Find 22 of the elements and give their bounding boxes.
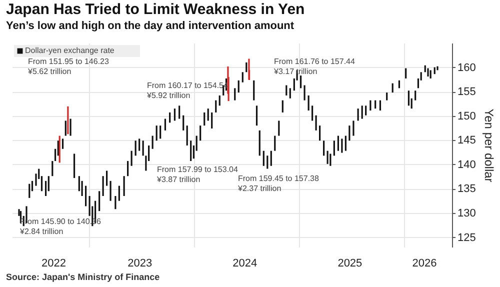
source-note: Source: Japan's Ministry of Finance [6, 272, 160, 282]
legend-label: Dollar-yen exchange rate [25, 46, 115, 55]
x-tick-label: 2023 [128, 258, 152, 270]
x-tick-label: 2026 [412, 258, 437, 270]
y-tick-label: 140 [458, 158, 476, 171]
x-tick-label: 2024 [232, 258, 258, 270]
x-tick-label: 2022 [42, 258, 66, 270]
y-tick-label: 145 [458, 134, 476, 147]
y-tick-label: 155 [458, 86, 476, 98]
chart-title: Japan Has Tried to Limit Weakness in Yen [6, 1, 305, 18]
y-tick-label: 135 [458, 183, 476, 196]
y-tick-label: 150 [458, 110, 476, 122]
y-axis-title: Yen per dollar [482, 108, 496, 182]
chart-subtitle: Yen’s low and high on the day and intervention amount [6, 20, 294, 32]
annotation: From 159.45 to 157.38 ¥2.37 trillion [237, 174, 320, 193]
y-tick-label: 125 [458, 232, 476, 244]
annotation: From 151.95 to 146.23 ¥5.62 trillion [27, 57, 110, 76]
x-tick-label: 2025 [338, 258, 362, 270]
y-tick-label: 130 [458, 208, 476, 220]
annotation: From 157.99 to 153.04 ¥3.87 trillion [156, 165, 238, 184]
annotation: From 161.76 to 157.44 ¥3.17 trillion [273, 57, 356, 76]
y-tick-label: 160 [458, 62, 476, 74]
